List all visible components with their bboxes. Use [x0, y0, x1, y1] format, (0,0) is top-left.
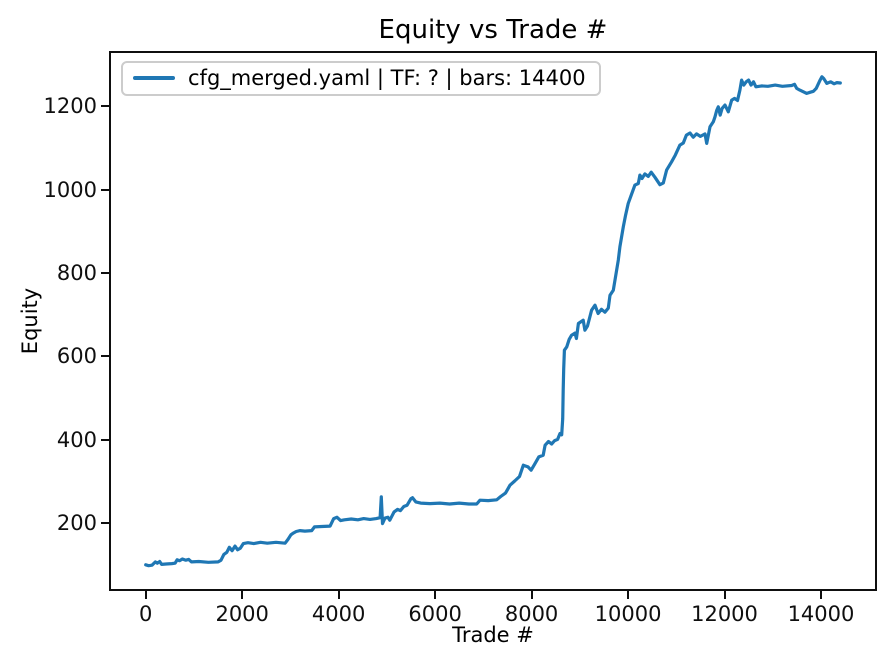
equity-curve: [144, 75, 842, 568]
x-tick: [530, 591, 533, 599]
x-tick-label: 12000: [691, 602, 758, 626]
x-tick: [723, 591, 726, 599]
chart-title: Equity vs Trade #: [378, 15, 608, 45]
legend-line-sample: [133, 76, 175, 80]
y-tick: [101, 355, 109, 358]
y-tick: [101, 105, 109, 108]
x-tick-label: 8000: [504, 602, 559, 626]
legend-label: cfg_merged.yaml | TF: ? | bars: 14400: [188, 66, 586, 90]
x-tick-label: 6000: [408, 602, 462, 626]
x-tick: [241, 591, 244, 599]
plot-svg: [144, 75, 842, 568]
x-tick-label: 10000: [594, 602, 662, 626]
x-tick-label: 14000: [787, 602, 855, 626]
y-tick-label: 400: [56, 427, 97, 452]
y-tick-label: 600: [56, 344, 97, 369]
y-tick: [101, 438, 109, 441]
x-tick-label: 4000: [311, 602, 366, 626]
x-tick: [819, 591, 822, 599]
x-tick: [337, 591, 340, 599]
x-tick: [434, 591, 437, 599]
x-tick: [144, 591, 147, 599]
y-tick-label: 1000: [43, 177, 97, 202]
y-tick-label: 200: [56, 511, 97, 536]
x-axis-label: Trade #: [452, 623, 534, 647]
y-tick: [101, 188, 109, 191]
axes-frame: [109, 51, 877, 591]
y-tick: [101, 522, 109, 525]
legend: cfg_merged.yaml | TF: ? | bars: 14400: [121, 61, 601, 96]
y-tick: [101, 272, 109, 275]
y-tick-label: 1200: [43, 94, 97, 119]
x-tick: [627, 591, 630, 599]
x-tick-label: 0: [139, 602, 153, 626]
y-tick-label: 800: [56, 261, 97, 286]
x-tick-label: 2000: [215, 602, 269, 626]
plot-area: cfg_merged.yaml | TF: ? | bars: 14400: [111, 53, 875, 589]
